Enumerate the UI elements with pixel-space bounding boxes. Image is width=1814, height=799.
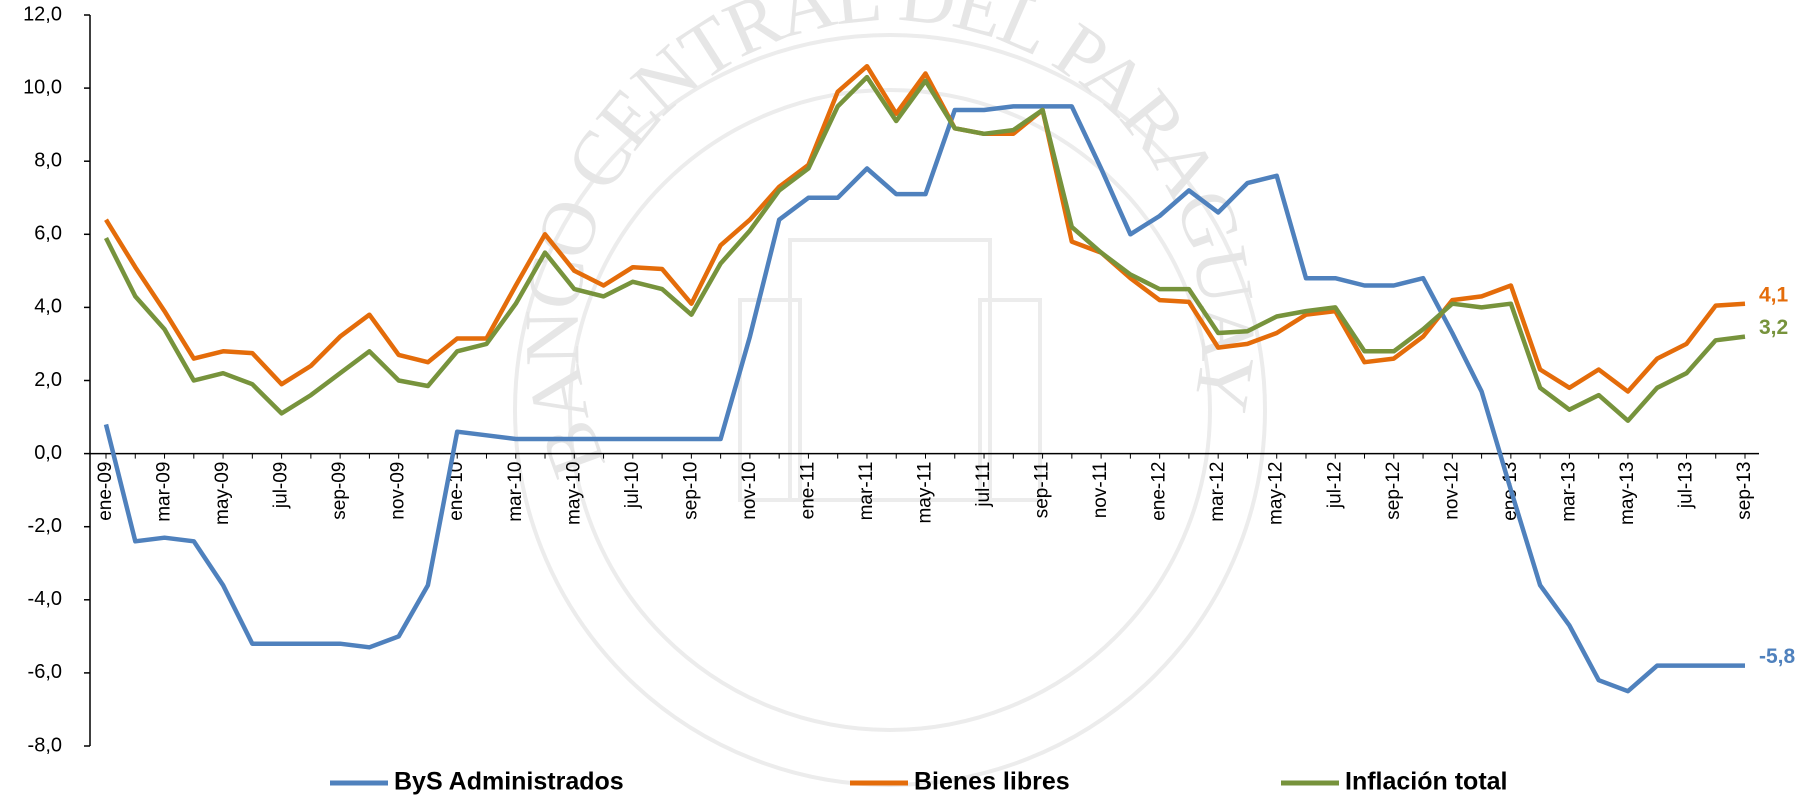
- x-tick-label: may-10: [563, 462, 584, 525]
- legend-label: Inflación total: [1345, 768, 1508, 796]
- chart: BANCO CENTRAL DEL PARAGUAY -8,0 -6,0 -4,0 -…: [0, 0, 1814, 799]
- x-tick-label: jul-12: [1324, 462, 1345, 509]
- y-tick-label: 0,0: [34, 442, 62, 464]
- x-tick-label: mar-13: [1558, 462, 1579, 522]
- y-tick-label: 8,0: [34, 149, 62, 171]
- x-tick-label: mar-11: [856, 462, 877, 521]
- x-tick-label: jul-09: [271, 462, 292, 509]
- y-tick-label: -4,0: [28, 588, 62, 610]
- y-tick-label: 2,0: [34, 369, 62, 391]
- x-tick-label: sep-09: [329, 462, 350, 520]
- x-tick-label: jul-10: [622, 462, 643, 509]
- x-tick-label: may-11: [915, 462, 936, 524]
- end-label: 4,1: [1759, 283, 1789, 306]
- x-tick-label: mar-10: [505, 462, 526, 522]
- y-tick-label: 10,0: [23, 76, 62, 98]
- x-tick-label: jul-11: [973, 462, 994, 508]
- legend-label: Bienes libres: [914, 768, 1070, 796]
- x-tick-label: ene-12: [1149, 462, 1170, 521]
- series-line: [106, 106, 1745, 691]
- x-tick-label: ene-09: [95, 462, 116, 521]
- series-line: [106, 66, 1745, 391]
- x-tick-label: mar-09: [154, 462, 175, 522]
- x-tick-label: sep-13: [1734, 462, 1755, 520]
- x-tick-label: mar-12: [1207, 462, 1228, 522]
- end-label: 3,2: [1759, 316, 1788, 339]
- y-tick-label: -6,0: [28, 661, 62, 683]
- y-tick-label: 4,0: [34, 296, 62, 318]
- x-tick-label: may-13: [1617, 462, 1638, 525]
- x-tick-label: nov-12: [1441, 462, 1462, 520]
- x-tick-label: nov-09: [388, 462, 409, 520]
- y-tick-label: -8,0: [28, 734, 62, 756]
- y-tick-label: -2,0: [28, 515, 62, 537]
- x-tick-label: may-12: [1266, 462, 1287, 525]
- y-tick-label: 6,0: [34, 223, 62, 245]
- x-tick-label: sep-11: [1032, 462, 1053, 519]
- series-line: [106, 77, 1745, 421]
- x-tick-label: jul-13: [1675, 462, 1696, 509]
- x-tick-label: may-09: [212, 462, 233, 525]
- watermark-text: BANCO CENTRAL DEL PARAGUAY: [508, 0, 1273, 488]
- x-tick-label: nov-11: [1090, 462, 1111, 519]
- legend-label: ByS Administrados: [394, 768, 624, 796]
- x-tick-label: nov-10: [739, 462, 760, 520]
- x-tick-label: ene-11: [797, 462, 818, 520]
- x-tick-label: sep-12: [1383, 462, 1404, 520]
- x-tick-label: sep-10: [680, 462, 701, 520]
- watermark-text-path: BANCO CENTRAL DEL PARAGUAY: [508, 0, 1273, 488]
- y-tick-label: 12,0: [23, 3, 62, 25]
- end-label: -5,8: [1759, 645, 1796, 668]
